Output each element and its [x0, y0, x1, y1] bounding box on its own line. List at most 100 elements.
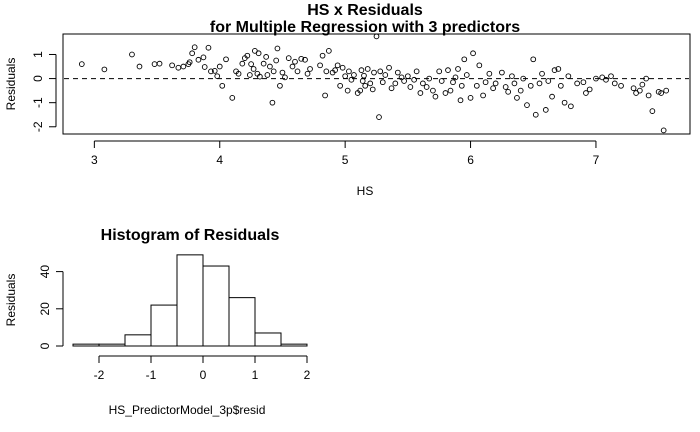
- scatter-point: [344, 87, 351, 94]
- scatter-point: [490, 85, 496, 92]
- scatter-point: [358, 67, 365, 73]
- histogram-panel: Histogram of Residuals -2 -1 0 1 2 0 20 40 HS_…: [4, 227, 311, 417]
- scatter-point: [388, 85, 395, 92]
- scatter-point: [377, 68, 384, 75]
- scatter-point: [273, 57, 280, 64]
- scatter-point: [386, 64, 392, 71]
- scatter-point: [323, 68, 330, 75]
- scatter-point: [235, 70, 242, 77]
- scatter-point: [430, 87, 436, 94]
- scatter-point: [211, 68, 218, 74]
- scatter-point: [417, 90, 424, 96]
- scatter-point: [214, 73, 221, 80]
- scatter-x-axis: 3 4 5 6 7: [91, 140, 600, 167]
- scatter-y-axis: -2 -1 0 1: [31, 51, 57, 132]
- scatter-point: [445, 67, 451, 73]
- scatter-panel: HS x Residuals for Multiple Regression w…: [4, 2, 691, 198]
- scatter-y-label: Residuals: [4, 58, 18, 111]
- scatter-point: [200, 54, 207, 61]
- histogram-bars: [72, 254, 308, 347]
- scatter-plot-box: [62, 33, 691, 135]
- scatter-point: [643, 75, 649, 82]
- scatter-point: [551, 67, 558, 73]
- scatter-point: [229, 95, 236, 101]
- scatter-point: [645, 92, 652, 99]
- scatter-point: [542, 107, 549, 113]
- scatter-point: [334, 62, 341, 69]
- scatter-point: [557, 82, 564, 89]
- scatter-point: [101, 66, 108, 73]
- scatter-point: [482, 79, 489, 86]
- scatter-y-tick-label: 1: [31, 51, 45, 58]
- scatter-point: [364, 66, 371, 72]
- scatter-y-tick-label: -1: [31, 97, 45, 108]
- scatter-point: [555, 66, 562, 72]
- histogram-x-tick-label: 1: [252, 368, 259, 382]
- scatter-point: [260, 60, 267, 67]
- scatter-point: [279, 69, 286, 76]
- histogram-x-label: HS_PredictorModel_3p$resid: [109, 403, 266, 417]
- histogram-bar: [150, 304, 178, 347]
- scatter-point: [639, 81, 646, 88]
- scatter-point: [269, 99, 276, 106]
- histogram-x-tick-label: -2: [94, 368, 105, 382]
- scatter-point: [480, 92, 486, 99]
- scatter-point: [467, 95, 474, 101]
- scatter-point: [457, 97, 464, 104]
- scatter-points: [78, 33, 670, 134]
- scatter-point: [239, 60, 246, 67]
- scatter-y-tick-label: 0: [31, 75, 45, 82]
- scatter-title: HS x Residuals: [307, 2, 423, 19]
- scatter-point: [186, 59, 193, 66]
- scatter-point: [298, 55, 305, 62]
- scatter-point: [382, 72, 389, 78]
- scatter-point: [509, 73, 515, 80]
- scatter-point: [346, 68, 352, 75]
- scatter-point: [499, 69, 505, 76]
- scatter-point: [463, 72, 470, 78]
- scatter-point: [405, 73, 411, 80]
- scatter-point: [413, 68, 420, 75]
- scatter-point: [376, 114, 382, 120]
- histogram-y-axis: 0 20 40: [38, 265, 64, 349]
- scatter-point: [219, 82, 226, 89]
- scatter-point: [169, 62, 175, 69]
- scatter-point: [636, 87, 643, 94]
- scatter-point: [362, 82, 369, 89]
- scatter-point: [401, 78, 407, 84]
- scatter-point: [411, 76, 417, 83]
- scatter-point: [351, 72, 357, 78]
- scatter-point: [565, 73, 572, 80]
- histogram-x-tick-label: 0: [200, 368, 207, 382]
- scatter-x-tick-label: 7: [593, 153, 600, 167]
- scatter-point: [524, 102, 530, 108]
- scatter-point: [502, 84, 509, 90]
- scatter-point: [339, 64, 346, 71]
- scatter-point: [264, 72, 271, 78]
- scatter-point: [246, 72, 253, 78]
- scatter-point: [277, 82, 283, 89]
- scatter-point: [407, 84, 414, 90]
- scatter-point: [511, 80, 518, 87]
- scatter-point: [289, 63, 296, 70]
- scatter-point: [274, 45, 281, 52]
- histogram-y-tick-label: 20: [38, 302, 52, 316]
- scatter-point: [420, 80, 426, 87]
- scatter-point: [263, 54, 269, 60]
- scatter-point: [369, 86, 376, 93]
- scatter-point: [432, 93, 439, 100]
- scatter-point: [317, 62, 323, 69]
- scatter-point: [608, 73, 614, 80]
- scatter-x-tick-label: 6: [467, 153, 474, 167]
- scatter-point: [342, 73, 349, 80]
- scatter-point: [426, 75, 433, 82]
- scatter-point: [536, 80, 543, 87]
- scatter-point: [248, 61, 254, 67]
- histogram-y-label: Residuals: [4, 274, 18, 327]
- scatter-point: [514, 95, 520, 101]
- scatter-x-tick-label: 4: [216, 153, 223, 167]
- scatter-point: [322, 92, 328, 99]
- scatter-point: [195, 56, 202, 63]
- scatter-point: [532, 111, 539, 118]
